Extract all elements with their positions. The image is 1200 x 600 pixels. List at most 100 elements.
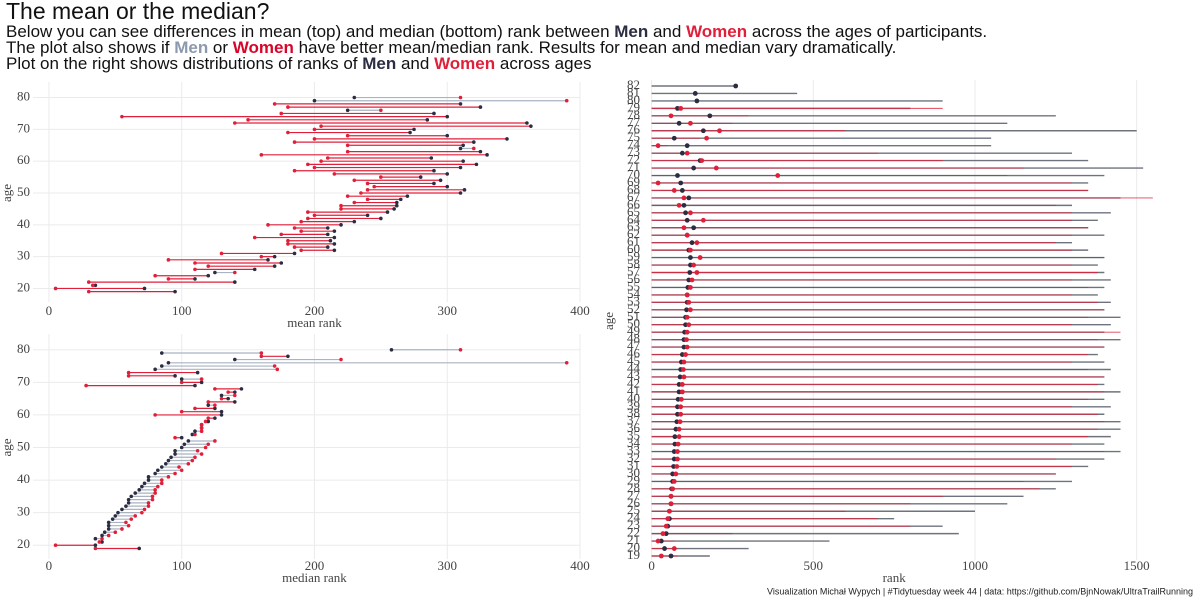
dumbbell-point <box>182 442 187 447</box>
dumbbell-point <box>319 159 323 163</box>
x-tick-label: 200 <box>305 558 325 573</box>
subtitle-segment: Plot on the right shows distributions of… <box>6 54 362 73</box>
dumbbell-point <box>564 361 569 365</box>
median-point <box>694 98 700 104</box>
dumbbell-point <box>93 546 98 551</box>
dumbbell-point <box>199 426 204 430</box>
subtitle-segment: Women <box>686 22 747 41</box>
dumbbell-point <box>106 523 111 528</box>
dumbbell-point <box>233 270 237 275</box>
dumbbell-point <box>100 533 104 538</box>
dumbbell-point <box>213 416 217 420</box>
dumbbell-point <box>332 242 337 246</box>
dumbbell-point <box>169 455 173 460</box>
y-tick-label: 75 <box>627 129 640 144</box>
y-tick-label: 78 <box>627 107 640 122</box>
y-tick-label: 77 <box>627 114 641 129</box>
dumbbell-point <box>166 277 171 281</box>
dumbbell-point <box>140 510 144 515</box>
dumbbell-point <box>445 184 450 189</box>
x-tick-label: 100 <box>172 303 192 318</box>
y-axis-label: age <box>0 184 14 202</box>
dumbbell-point <box>97 540 102 544</box>
dumbbell-point <box>312 137 317 141</box>
dumbbell-point <box>458 95 463 100</box>
dumbbell-point <box>379 175 383 179</box>
median-point <box>686 322 692 328</box>
dumbbell-point <box>458 146 463 151</box>
median-point <box>688 247 693 253</box>
dumbbell-point <box>332 235 337 240</box>
dumbbell-point <box>226 396 230 401</box>
y-tick-label: 49 <box>627 323 640 338</box>
dumbbell-point <box>193 455 197 460</box>
dumbbell-point <box>173 448 177 453</box>
dumbbell-point <box>325 232 330 237</box>
x-tick-label: 400 <box>570 558 590 573</box>
y-tick-label: 81 <box>627 84 640 99</box>
median-point <box>686 299 692 305</box>
median-point <box>688 307 693 313</box>
dumbbell-point <box>179 435 184 440</box>
y-tick-label: 40 <box>17 471 30 486</box>
median-point <box>678 411 684 417</box>
dumbbell-point <box>365 181 370 186</box>
dumbbell-point <box>339 223 343 227</box>
dumbbell-point <box>206 416 211 420</box>
median-point <box>681 195 687 201</box>
dumbbell-point <box>213 403 217 407</box>
dumbbell-point <box>100 536 104 541</box>
dumbbell-point <box>389 347 394 352</box>
y-tick-label: 70 <box>627 167 640 182</box>
panel: 0 100 200 300 400 mean rank age 20 30 40 50 60 70 80 <box>0 82 590 330</box>
y-tick-label: 21 <box>627 532 640 547</box>
y-tick-label: 42 <box>627 375 640 390</box>
dumbbell-point <box>93 543 98 548</box>
subtitle-segment: across the ages of participants. <box>747 22 987 41</box>
y-tick-label: 61 <box>627 234 640 249</box>
dumbbell-point <box>206 419 211 424</box>
subtitle-line: The plot also shows if Men or Women have… <box>6 38 896 57</box>
median-point <box>678 105 684 111</box>
dumbbell-point <box>471 140 476 144</box>
dumbbell-point <box>246 118 250 122</box>
subtitle-line: Plot on the right shows distributions of… <box>6 54 592 73</box>
y-tick-label: 23 <box>627 517 640 532</box>
dumbbell-point <box>179 377 184 381</box>
dumbbell-point <box>159 465 164 469</box>
subtitle-segment: Women <box>233 38 294 57</box>
dumbbell-point <box>195 448 200 453</box>
dumbbell-point <box>352 95 357 100</box>
median-point <box>663 523 669 529</box>
median-point <box>684 143 690 149</box>
dumbbell-point <box>279 232 284 237</box>
subtitle-segment: Below you can see differences in mean (t… <box>6 22 614 41</box>
dumbbell-point <box>137 546 142 551</box>
dumbbell-point <box>213 406 217 411</box>
median-point <box>658 553 664 559</box>
dumbbell-point <box>306 162 310 167</box>
dumbbell-point <box>286 242 290 246</box>
median-point <box>707 113 713 119</box>
median-point <box>717 128 722 134</box>
y-tick-label: 67 <box>627 189 641 204</box>
dumbbell-point <box>146 475 151 479</box>
y-tick-label: 41 <box>627 383 640 398</box>
dumbbell-point <box>156 468 160 473</box>
median-point <box>688 285 693 290</box>
y-tick-label: 66 <box>627 196 641 211</box>
y-tick-label: 71 <box>627 159 640 174</box>
dumbbell-point <box>345 149 350 154</box>
dumbbell-point <box>365 188 370 192</box>
dumbbell-point <box>379 108 383 113</box>
y-tick-label: 80 <box>17 89 30 104</box>
y-tick-label: 68 <box>627 181 640 196</box>
dumbbell-point <box>226 390 230 394</box>
y-tick-label: 44 <box>627 360 641 375</box>
subtitle-segment: across ages <box>495 54 591 73</box>
y-tick-label: 53 <box>627 293 640 308</box>
dumbbell-point <box>292 226 297 230</box>
dumbbell-point <box>133 491 138 495</box>
dumbbell-point <box>120 527 124 531</box>
y-tick-label: 40 <box>17 216 30 231</box>
